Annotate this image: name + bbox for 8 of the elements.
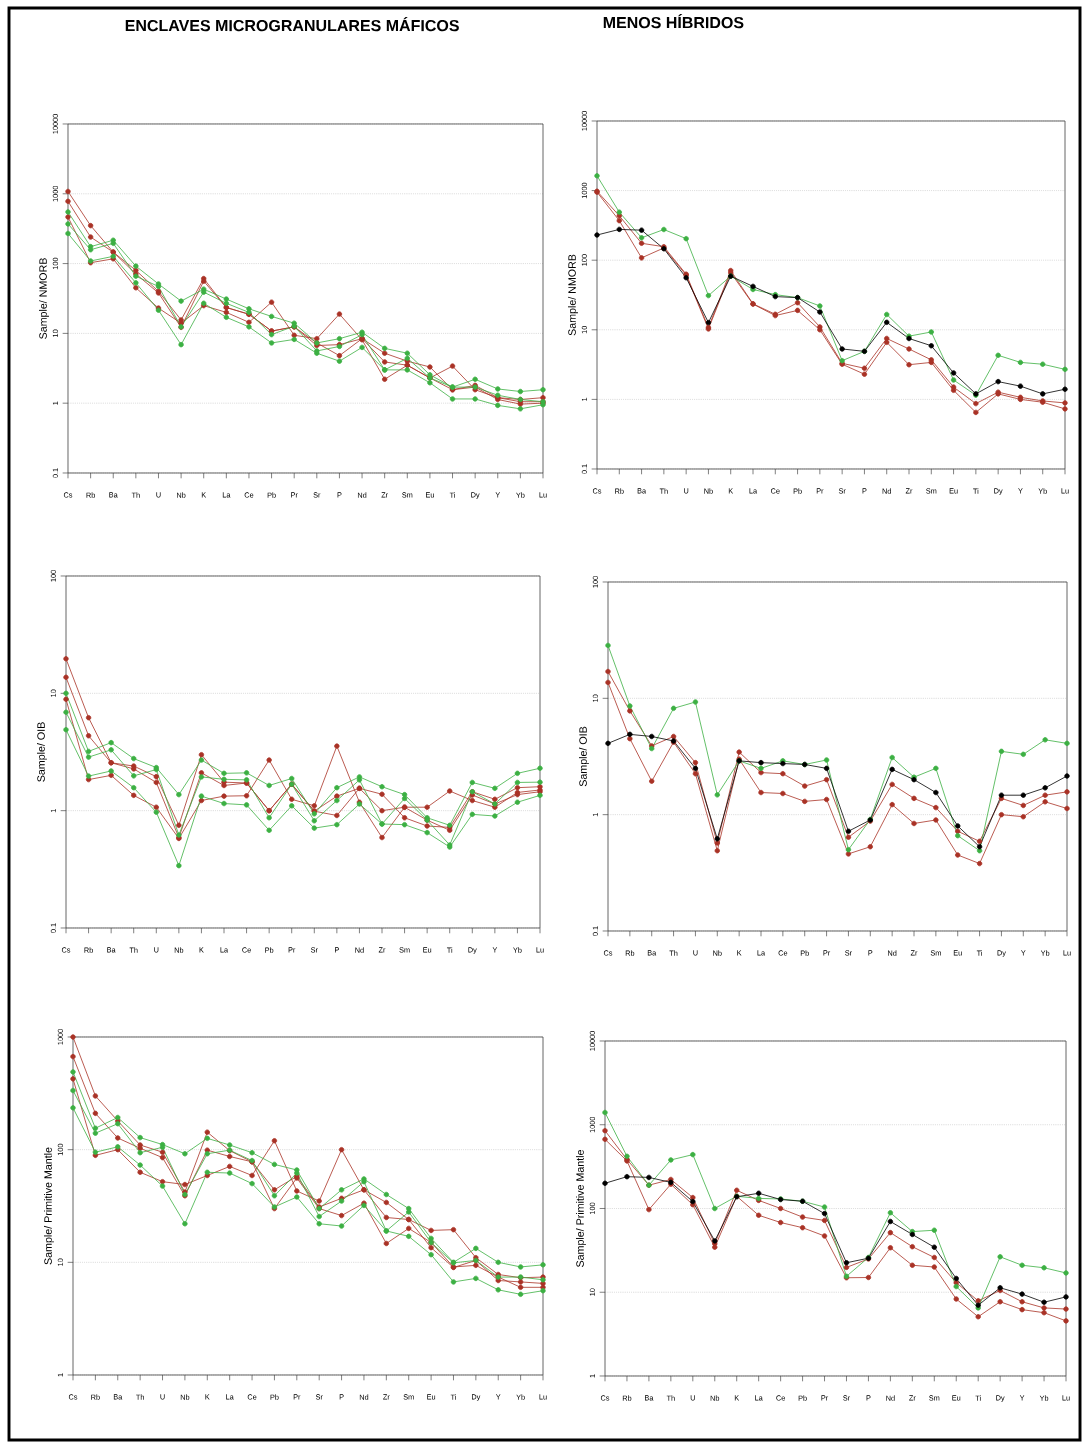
y-axis-title: Sample/ NMORB bbox=[38, 258, 49, 339]
y-axis-title: Sample/ NMORB bbox=[568, 254, 578, 336]
y-axis-title: Sample/ OIB bbox=[579, 726, 589, 787]
y-axis-title: Sample/ OIB bbox=[36, 722, 47, 782]
y-axis-title: Sample/ Primitive Mantle bbox=[43, 1147, 54, 1265]
chart-title: ENCLAVES MICROGRANULARES MÁFICOS bbox=[125, 16, 459, 32]
y-axis-title: Sample/ Primitive Mantle bbox=[576, 1150, 586, 1267]
chart-title: MENOS HÍBRIDOS bbox=[603, 13, 744, 29]
